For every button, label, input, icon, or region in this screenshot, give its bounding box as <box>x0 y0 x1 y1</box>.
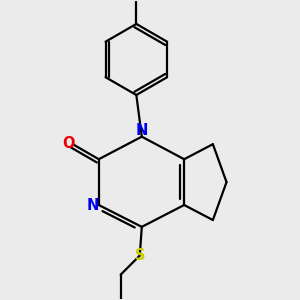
Text: N: N <box>86 197 99 212</box>
Text: N: N <box>136 123 148 138</box>
Text: O: O <box>62 136 74 151</box>
Text: S: S <box>134 248 145 263</box>
